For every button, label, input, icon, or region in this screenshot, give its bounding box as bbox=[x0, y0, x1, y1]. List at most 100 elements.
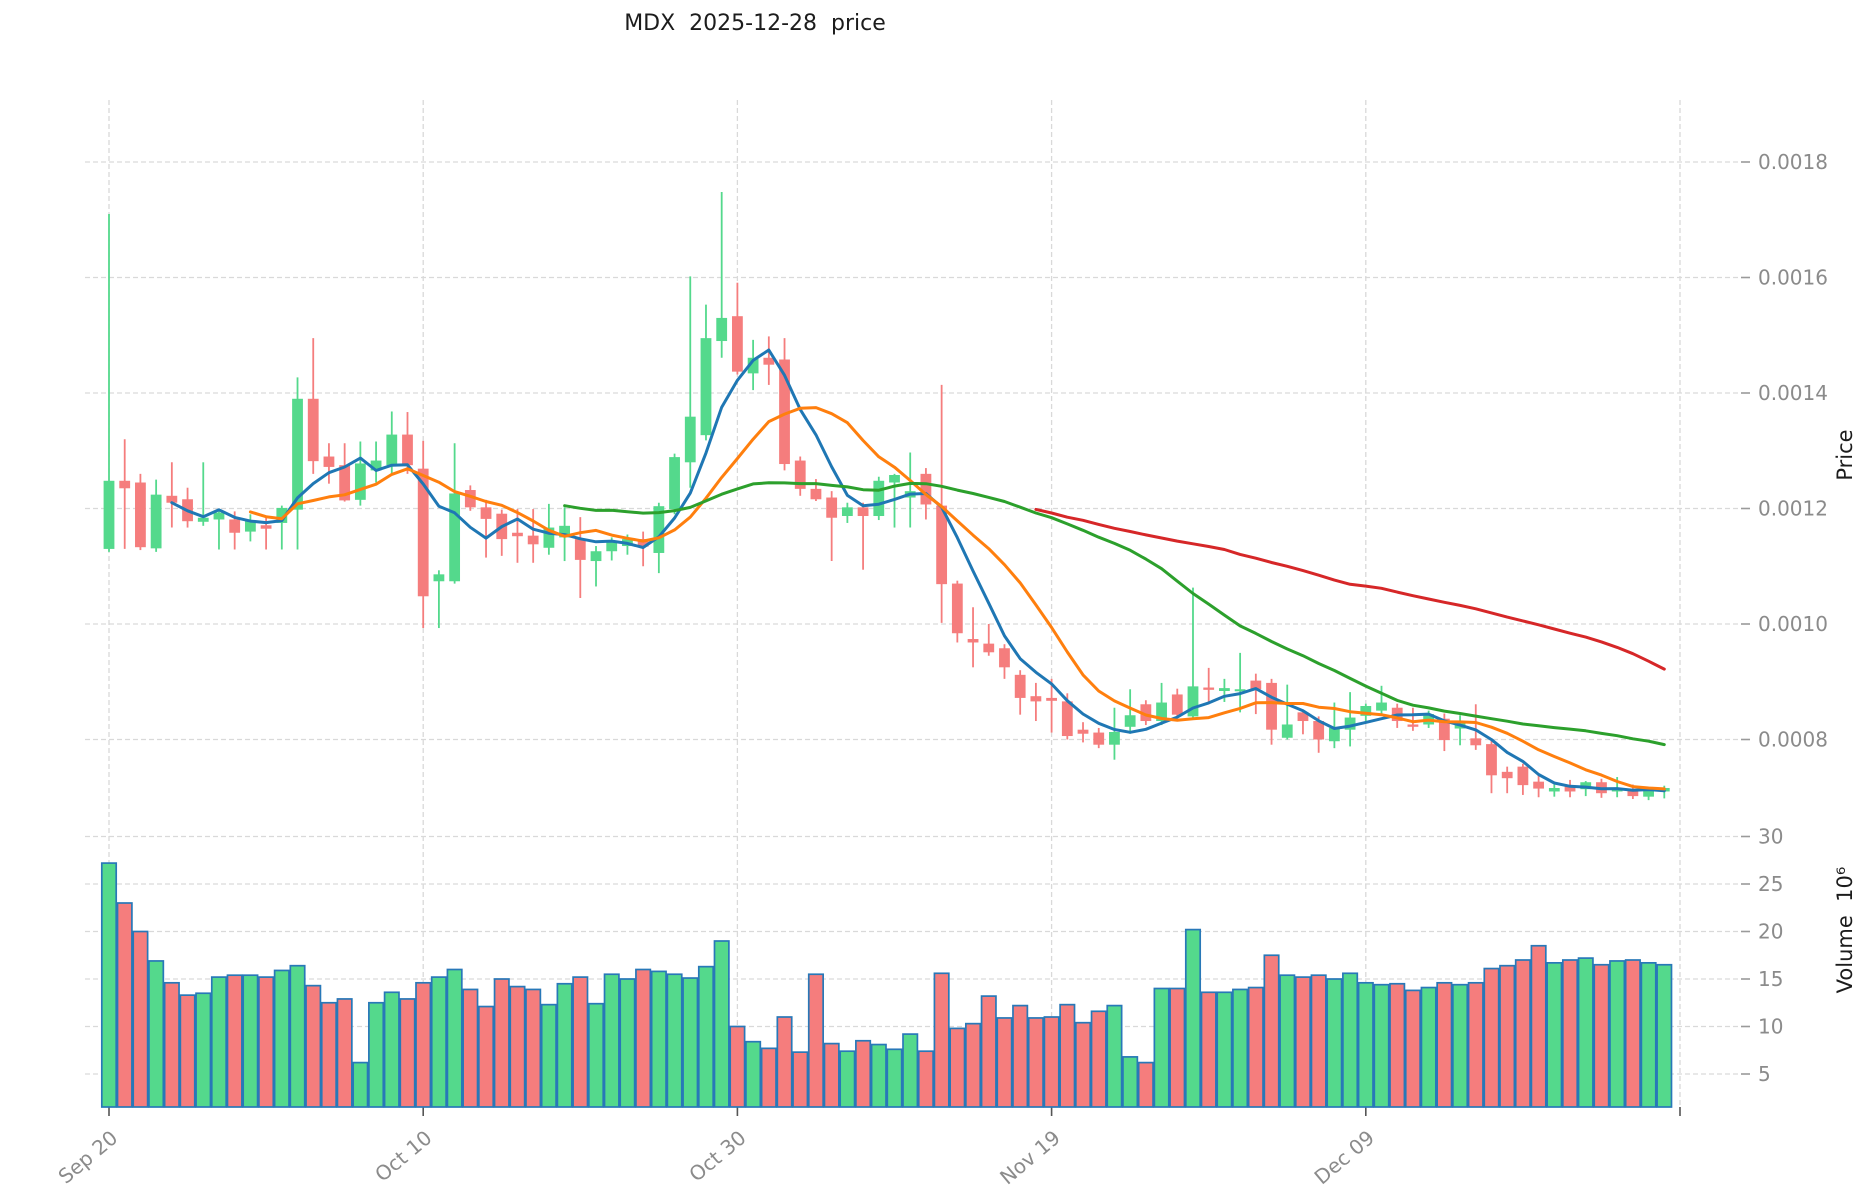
volume-bar bbox=[1263, 954, 1280, 1108]
candle-down bbox=[1564, 785, 1576, 792]
volume-bar bbox=[949, 1027, 966, 1108]
candle-up bbox=[370, 460, 382, 471]
volume-bar bbox=[933, 972, 950, 1108]
volume-bar bbox=[1609, 960, 1626, 1108]
volume-bar bbox=[964, 1022, 982, 1108]
candle-up bbox=[1124, 715, 1136, 727]
price-tick-label: 0.0018 bbox=[1758, 150, 1828, 174]
volume-bar bbox=[886, 1048, 903, 1108]
volume-bar bbox=[1389, 982, 1406, 1108]
candle-down bbox=[323, 456, 335, 467]
volume-bar bbox=[415, 981, 432, 1108]
candle-down bbox=[1093, 732, 1105, 745]
candle-down bbox=[1203, 687, 1215, 690]
moving-average-lines bbox=[170, 348, 1666, 793]
candle-up bbox=[889, 475, 900, 483]
volume-bar bbox=[996, 1017, 1013, 1108]
volume-bar bbox=[540, 1003, 557, 1108]
volume-bar bbox=[1247, 986, 1264, 1108]
volume-bar bbox=[132, 930, 149, 1108]
volume-tick-label: 5 bbox=[1758, 1062, 1771, 1086]
volume-bar bbox=[729, 1025, 746, 1108]
candle-down bbox=[1517, 766, 1529, 786]
volume-tick-label: 30 bbox=[1758, 825, 1783, 849]
candle-up bbox=[213, 512, 225, 520]
candle-down bbox=[794, 460, 806, 489]
candle-down bbox=[1014, 674, 1026, 698]
candle-down bbox=[260, 525, 272, 529]
candle-down bbox=[574, 539, 586, 560]
ma-line-ma60 bbox=[1034, 507, 1666, 671]
x-tick-label: Dec 09 bbox=[1310, 1125, 1379, 1189]
candle-up bbox=[1360, 706, 1372, 716]
price-tick-label: 0.0014 bbox=[1758, 381, 1828, 405]
volume-bar bbox=[493, 978, 510, 1108]
candle-down bbox=[339, 465, 351, 501]
candle-up bbox=[559, 525, 570, 538]
volume-bar bbox=[1436, 981, 1453, 1108]
candle-down bbox=[637, 539, 649, 547]
candle-up bbox=[276, 507, 288, 523]
ma-line-ma30 bbox=[563, 481, 1666, 747]
volume-bar bbox=[525, 988, 542, 1108]
volume-bar bbox=[1027, 1017, 1044, 1108]
candle-up bbox=[103, 480, 115, 549]
volume-bar bbox=[179, 994, 196, 1108]
volume-bar bbox=[148, 960, 165, 1108]
candle-down bbox=[1407, 724, 1419, 727]
x-tick-label: Oct 30 bbox=[684, 1125, 750, 1186]
volume-tick-label: 15 bbox=[1758, 967, 1783, 991]
candle-down bbox=[1438, 718, 1450, 741]
volume-bar bbox=[258, 976, 275, 1108]
candle-down bbox=[166, 495, 178, 503]
candle-up bbox=[150, 494, 162, 549]
volume-bar bbox=[1232, 988, 1249, 1108]
volume-bar bbox=[1404, 989, 1421, 1108]
candle-up bbox=[449, 493, 461, 582]
x-tick-label: Nov 19 bbox=[995, 1125, 1065, 1189]
candle-down bbox=[951, 583, 963, 634]
volume-bar bbox=[823, 1042, 840, 1108]
volume-bar bbox=[713, 940, 730, 1108]
volume-bar bbox=[666, 973, 683, 1108]
volume-bar bbox=[1342, 972, 1359, 1108]
volume-tick-label: 25 bbox=[1758, 872, 1783, 896]
volume-bar bbox=[210, 976, 228, 1108]
volume-bar bbox=[1216, 991, 1233, 1108]
candle-up bbox=[244, 521, 256, 532]
volume-axis-label: Volume 10⁶ bbox=[1833, 867, 1857, 994]
candle-up bbox=[716, 317, 728, 342]
chart-title: MDX 2025-12-28 price bbox=[624, 11, 886, 36]
volume-bar bbox=[792, 1051, 809, 1108]
volume-bar bbox=[1122, 1056, 1139, 1108]
volume-bar bbox=[368, 1001, 385, 1108]
volume-bar bbox=[650, 970, 667, 1108]
candle-up bbox=[1109, 731, 1120, 745]
candle-up bbox=[1219, 688, 1230, 691]
volume-bar bbox=[980, 995, 997, 1108]
volume-bar bbox=[1090, 1010, 1107, 1108]
volume-bar bbox=[509, 985, 526, 1108]
price-tick-label: 0.0012 bbox=[1758, 497, 1828, 521]
candle-down bbox=[417, 468, 429, 597]
ma-line-ma5 bbox=[170, 348, 1666, 793]
candle-down bbox=[480, 507, 492, 519]
volume-bar bbox=[839, 1050, 856, 1108]
candle-down bbox=[1077, 729, 1089, 734]
candle-down bbox=[119, 480, 131, 489]
candle-down bbox=[763, 357, 775, 365]
volume-bar bbox=[902, 1033, 919, 1108]
candle-down bbox=[1030, 696, 1042, 702]
volume-bar bbox=[1452, 983, 1469, 1108]
volume-bars bbox=[100, 862, 1673, 1108]
candle-down bbox=[936, 505, 948, 585]
candle-down bbox=[307, 398, 319, 462]
candle-down bbox=[1297, 712, 1309, 722]
candle-up bbox=[543, 527, 555, 548]
candle-up bbox=[1281, 724, 1293, 738]
price-tick-label: 0.0008 bbox=[1758, 728, 1828, 752]
candle-down bbox=[1171, 694, 1183, 715]
volume-bar bbox=[807, 973, 824, 1108]
candle-up bbox=[433, 574, 445, 582]
